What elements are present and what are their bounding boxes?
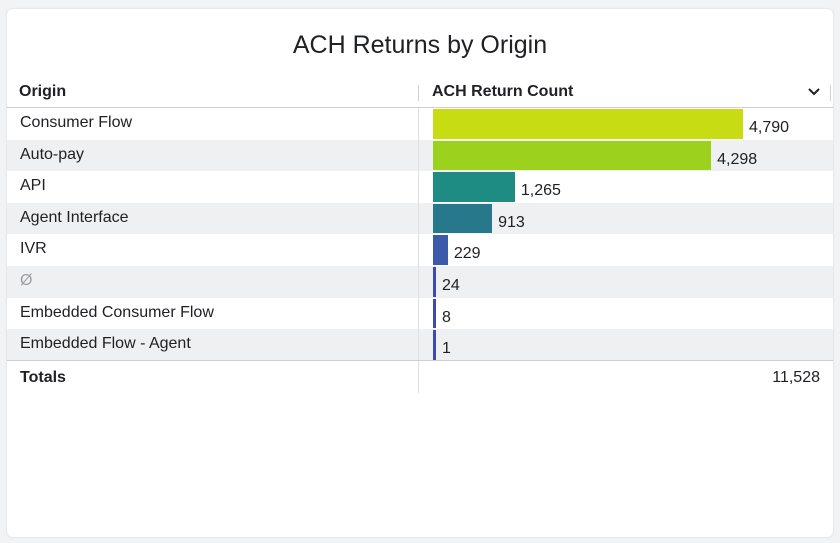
column-divider (418, 139, 419, 172)
bar[interactable] (433, 203, 493, 234)
bar[interactable] (433, 172, 515, 202)
column-divider (418, 234, 419, 266)
row-origin-label: Embedded Flow - Agent (20, 335, 191, 353)
chart-title: ACH Returns by Origin (292, 31, 548, 59)
table-row[interactable]: IVR 229 (7, 234, 833, 266)
row-origin-label: Consumer Flow (20, 114, 133, 131)
bar-value-label: 1 (442, 340, 451, 358)
bar-value-label: 8 (442, 308, 451, 326)
table-row[interactable]: Agent Interface 913 (7, 202, 833, 235)
bar-value-label: 229 (453, 245, 481, 263)
table-chart-card: ACH Returns by Origin Origin ACH Return … (7, 9, 833, 537)
column-divider (418, 297, 419, 330)
column-header-ach-return-count[interactable]: ACH Return Count (432, 83, 574, 100)
bar-value-label: 913 (498, 213, 525, 231)
table-row[interactable]: Auto-pay 4,298 (7, 139, 833, 172)
column-divider (418, 85, 419, 101)
column-divider (418, 265, 419, 298)
chevron-down-icon[interactable] (806, 82, 822, 100)
row-origin-label: IVR (20, 240, 47, 258)
table-row[interactable]: API 1,265 (7, 171, 833, 203)
column-header-origin[interactable]: Origin (19, 83, 67, 100)
column-divider (418, 329, 419, 361)
table-body: Consumer Flow 4,790 Auto-pay 4,298 API 1,265 A… (7, 108, 833, 361)
bar-value-label: 4,298 (717, 150, 758, 168)
bar[interactable] (433, 109, 743, 139)
row-origin-label: API (20, 177, 46, 195)
totals-label: Totals (20, 369, 66, 386)
column-divider (418, 361, 419, 393)
column-divider (418, 171, 419, 203)
table-row[interactable]: Consumer Flow 4,790 (7, 108, 833, 140)
table-header: Origin ACH Return Count (7, 79, 833, 108)
bar[interactable] (433, 298, 436, 329)
column-divider (830, 85, 831, 101)
totals-row: Totals 11,528 (7, 360, 833, 393)
row-origin-label: Auto-pay (20, 145, 85, 163)
column-divider (418, 202, 419, 235)
bar[interactable] (433, 235, 448, 265)
bar[interactable] (433, 330, 436, 360)
bar-value-label: 24 (442, 276, 460, 294)
column-divider (418, 108, 419, 140)
row-origin-label: Embedded Consumer Flow (20, 303, 214, 321)
bar[interactable] (433, 140, 712, 171)
row-origin-label: Ø (20, 271, 33, 289)
table-row[interactable]: Embedded Consumer Flow 8 (7, 297, 833, 330)
totals-value: 11,528 (772, 369, 820, 386)
bar[interactable] (433, 266, 436, 297)
bar-value-label: 4,790 (749, 119, 790, 136)
bar-value-label: 1,265 (520, 182, 561, 200)
row-origin-label: Agent Interface (20, 208, 129, 226)
table-row[interactable]: Ø 24 (7, 265, 833, 298)
table-row[interactable]: Embedded Flow - Agent 1 (7, 329, 833, 361)
